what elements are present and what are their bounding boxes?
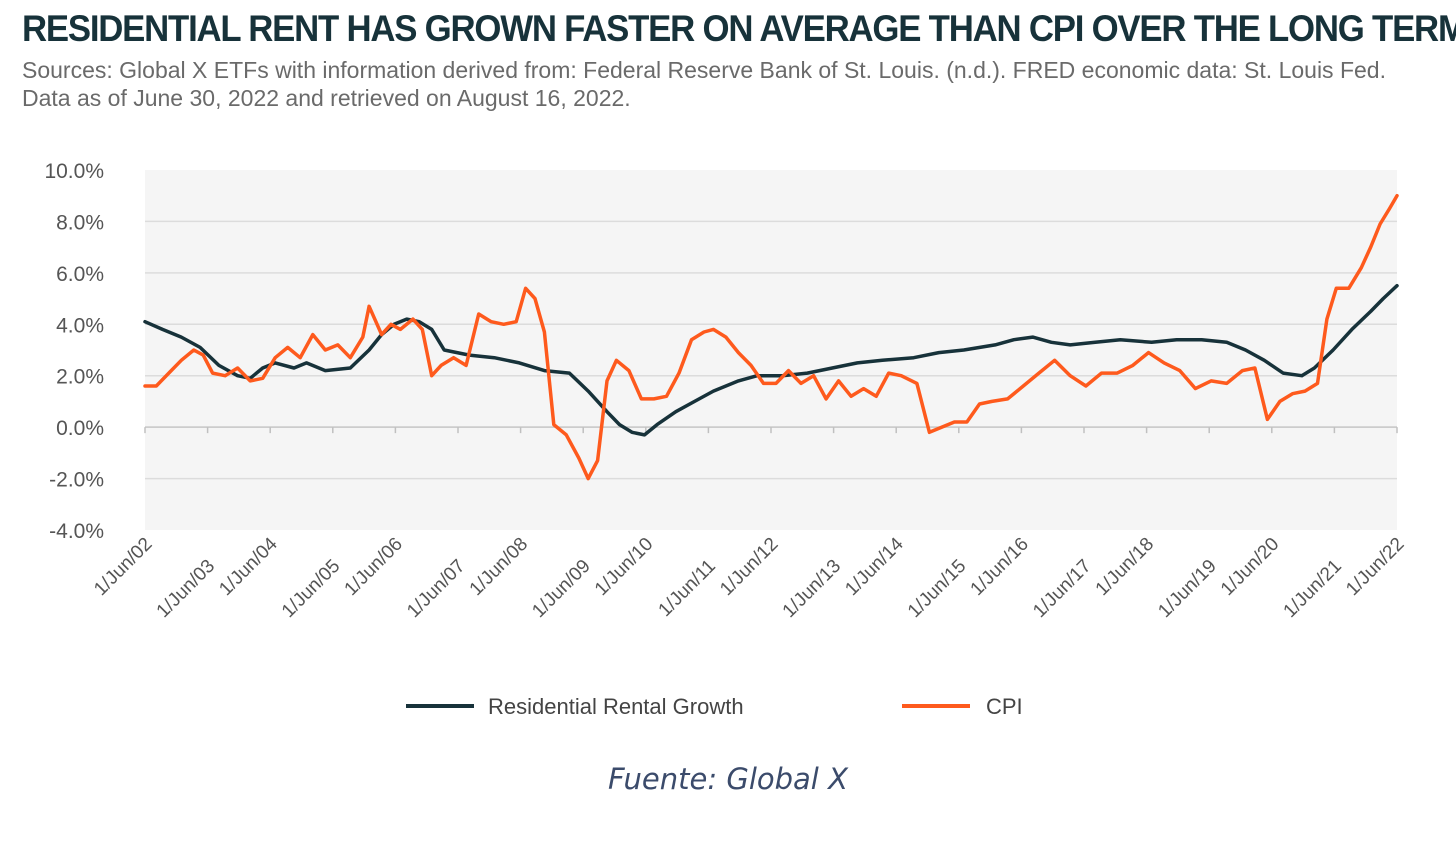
x-tick-label: 1/Jun/10: [591, 534, 657, 600]
x-tick-label: 1/Jun/09: [528, 556, 594, 622]
y-tick-label: -4.0%: [49, 520, 104, 543]
x-tick-label: 1/Jun/21: [1280, 556, 1346, 622]
legend: Residential Rental Growth CPI: [406, 694, 1023, 719]
series-line-cpi: [143, 193, 1399, 481]
x-tick-label: 1/Jun/12: [716, 534, 782, 600]
x-tick-label: 1/Jun/20: [1217, 534, 1283, 600]
y-tick-label: 10.0%: [44, 160, 104, 183]
series-lines: [143, 193, 1399, 481]
x-tick-label: 1/Jun/13: [779, 556, 845, 622]
x-tick-label: 1/Jun/08: [466, 534, 532, 600]
series-line-rent: [143, 283, 1399, 437]
x-tick-label: 1/Jun/06: [341, 534, 407, 600]
plot-area: [145, 170, 1397, 530]
y-tick-label: 6.0%: [56, 263, 104, 286]
x-tick-label: 1/Jun/02: [90, 534, 156, 600]
x-tick-label: 1/Jun/05: [278, 556, 344, 622]
x-tick-label: 1/Jun/07: [403, 556, 469, 622]
y-axis: 10.0% 8.0% 6.0% 4.0% 2.0% 0.0% -2.0% -4.0%: [44, 160, 104, 543]
x-tick-label: 1/Jun/11: [655, 556, 720, 621]
x-tick-label: 1/Jun/03: [153, 556, 219, 622]
chart-subtitle: Sources: Global X ETFs with information …: [22, 57, 1386, 111]
source-note: Fuente: Global X: [608, 762, 848, 796]
x-tick-label: 1/Jun/16: [967, 534, 1033, 600]
x-tick-label: 1/Jun/22: [1342, 534, 1408, 600]
y-tick-label: 0.0%: [56, 417, 104, 440]
x-tick-label: 1/Jun/15: [904, 556, 970, 622]
x-tick-label: 1/Jun/14: [841, 533, 908, 600]
x-tick-label: 1/Jun/04: [215, 533, 282, 600]
y-tick-label: 4.0%: [56, 314, 104, 337]
chart-title: RESIDENTIAL RENT HAS GROWN FASTER ON AVE…: [22, 8, 1456, 49]
y-tick-label: -2.0%: [49, 469, 104, 492]
x-tick-label: 1/Jun/17: [1029, 556, 1095, 622]
x-tick-label: 1/Jun/18: [1092, 534, 1158, 600]
y-tick-label: 2.0%: [56, 366, 104, 389]
legend-label-cpi: CPI: [986, 694, 1023, 719]
legend-label-rent: Residential Rental Growth: [488, 694, 744, 719]
line-chart: 10.0% 8.0% 6.0% 4.0% 2.0% 0.0% -2.0% -4.0% 1/Ju…: [44, 160, 1408, 719]
x-tick-label: 1/Jun/19: [1154, 556, 1220, 622]
y-tick-label: 8.0%: [56, 211, 104, 234]
